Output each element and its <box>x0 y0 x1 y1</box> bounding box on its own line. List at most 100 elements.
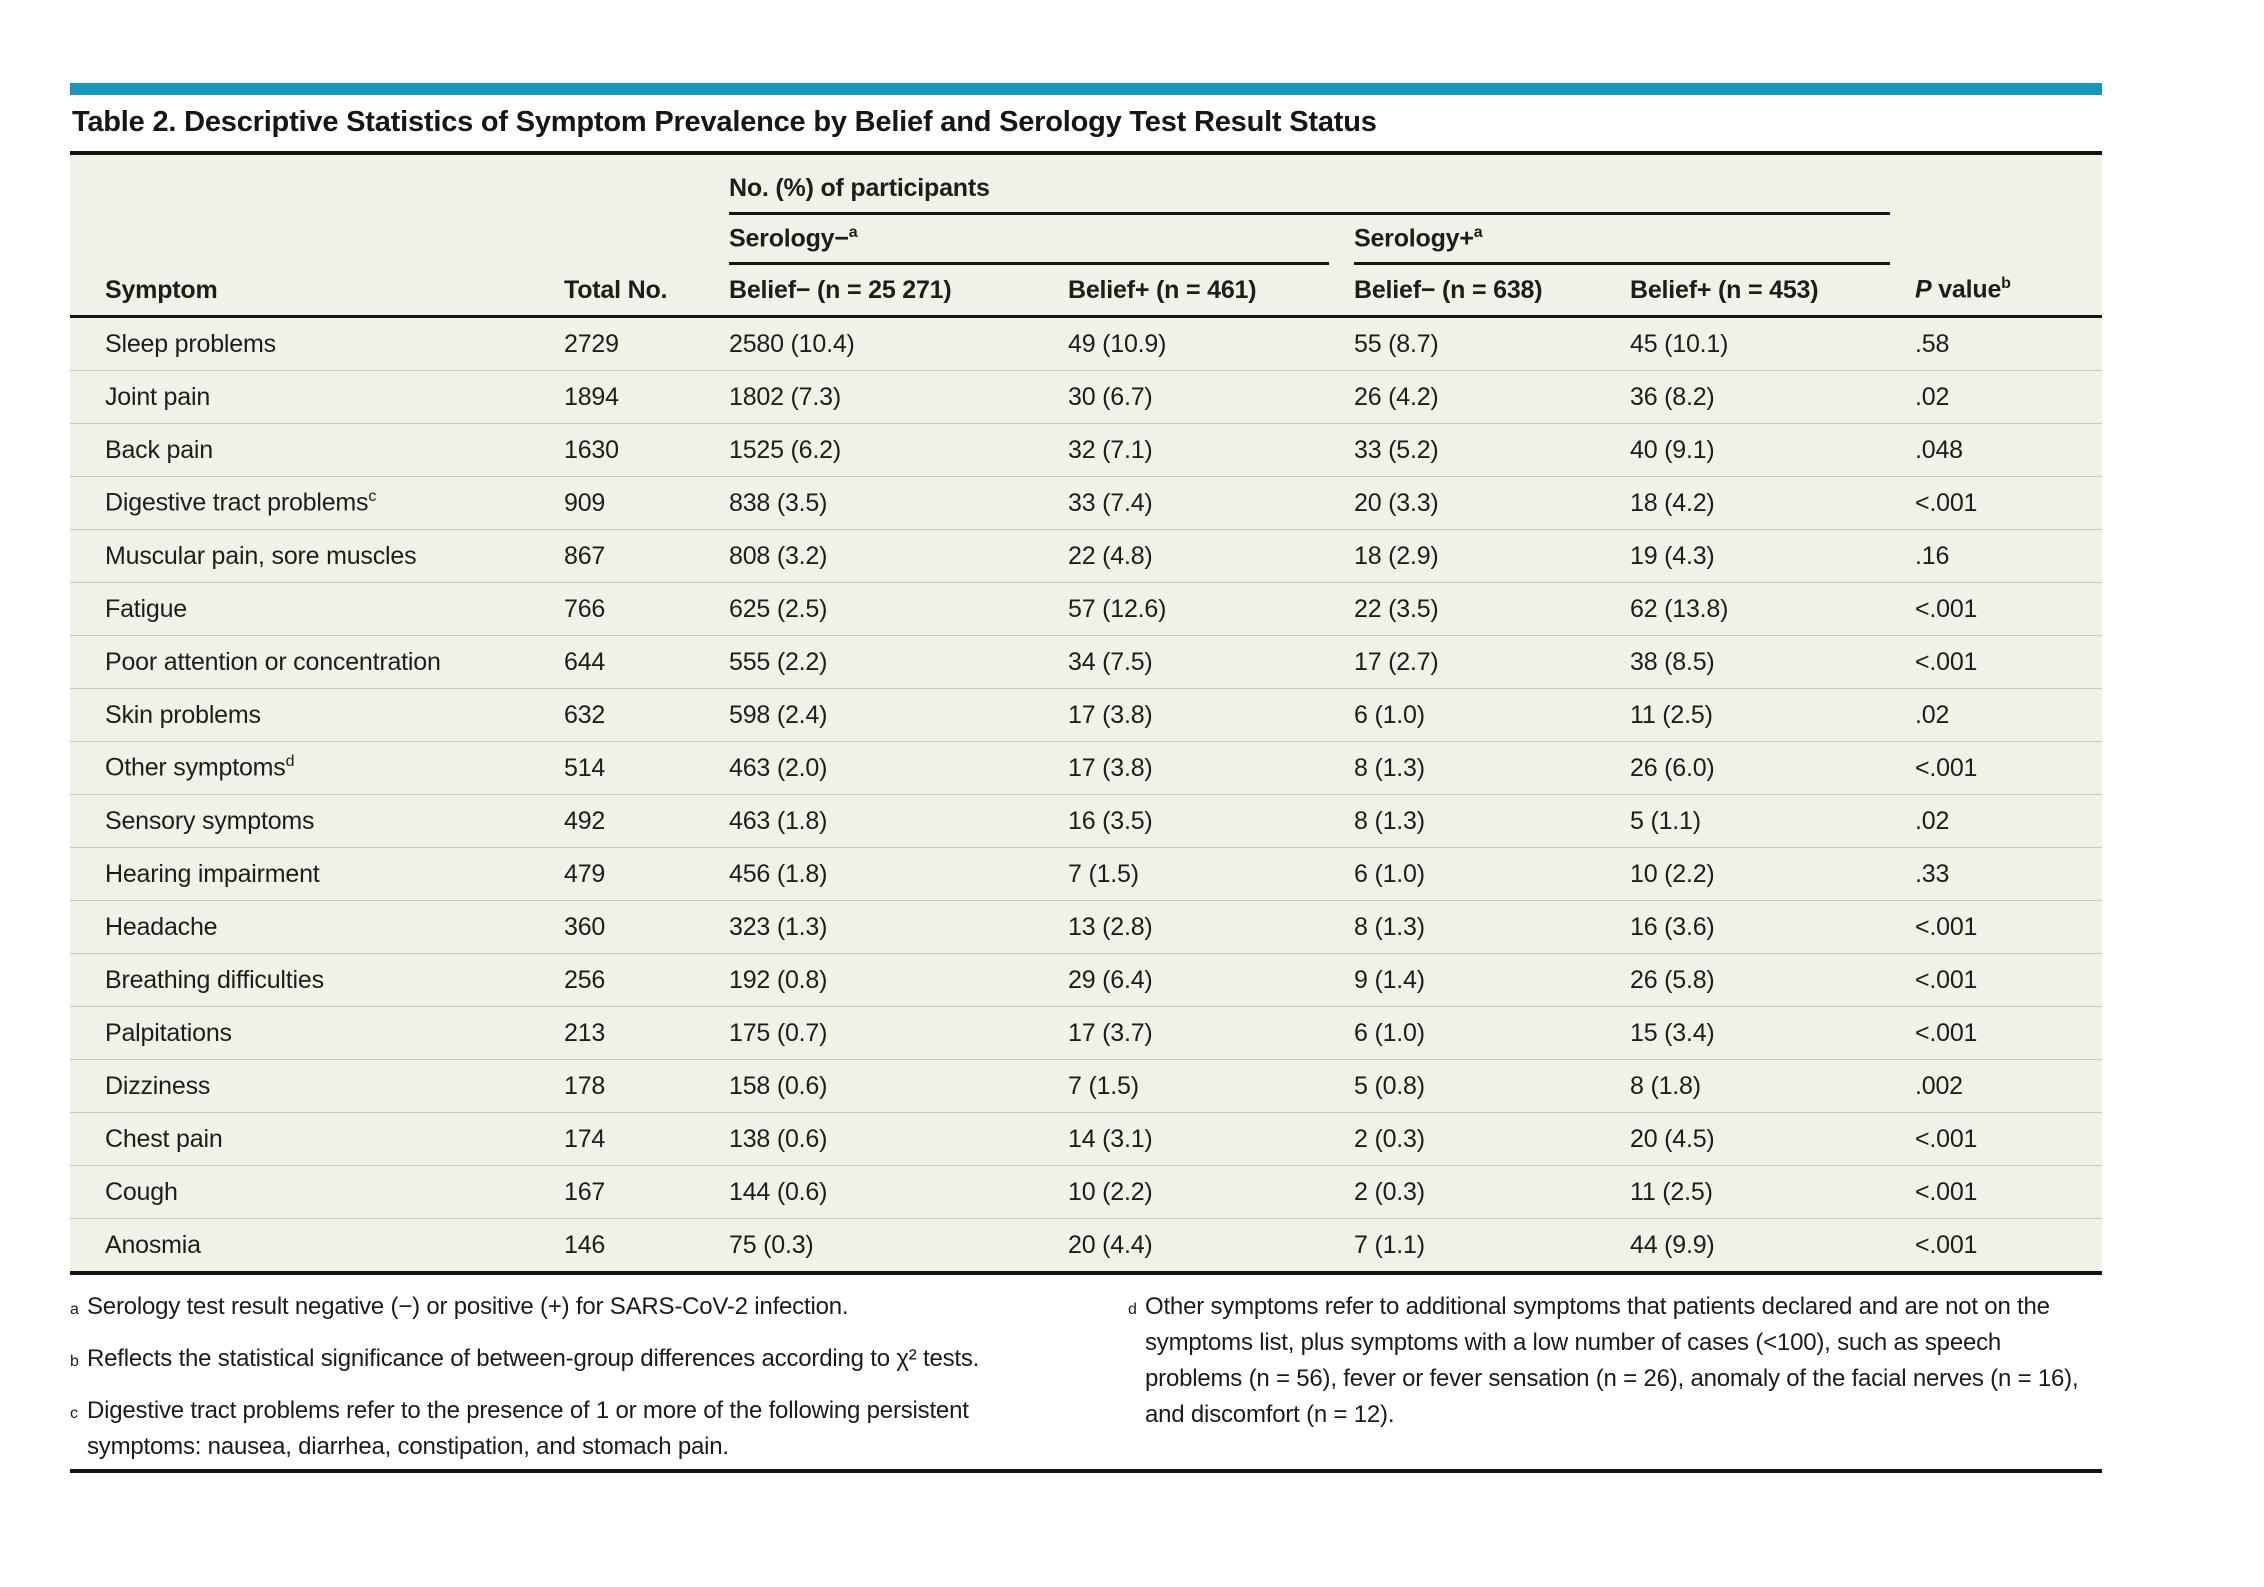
total-column-header: Total No. <box>539 265 704 318</box>
spanner-row: No. (%) of participants <box>70 155 2102 215</box>
footnote-ref-b: b <box>2001 275 2011 293</box>
serology-neg-belief-neg-cell: 144 (0.6) <box>704 1165 1043 1219</box>
table-row: Joint pain 1894 1802 (7.3) 30 (6.7) 26 (4.2)… <box>70 370 2102 424</box>
p-value-cell: .002 <box>1890 1059 2102 1113</box>
table-body: Sleep problems 2729 2580 (10.4) 49 (10.9) 55… <box>70 317 2102 1275</box>
table-row: Cough 167 144 (0.6) 10 (2.2) 2 (0.3) 11 (2.5)… <box>70 1165 2102 1219</box>
serology-neg-belief-neg-cell: 2580 (10.4) <box>729 329 855 358</box>
serology-neg-belief-neg-cell: 175 (0.7) <box>704 1006 1043 1060</box>
total-no-cell: 178 <box>539 1059 704 1113</box>
serology-neg-belief-neg-cell: 463 (1.8) <box>704 794 1043 848</box>
serology-row: Serology−a Serology+a <box>70 215 2102 265</box>
total-no-cell: 256 <box>539 953 704 1007</box>
serology-spacer <box>70 215 704 265</box>
serology-pos-belief-neg-cell: 8 (1.3) <box>1329 900 1605 954</box>
serology-pos-belief-pos-cell: 10 (2.2) <box>1605 847 1890 901</box>
serology-pos-belief-neg-cell: 20 (3.3) <box>1329 476 1605 530</box>
serology-pos-belief-neg-cell: 5 (0.8) <box>1329 1059 1605 1113</box>
p-value-column-header: P valueb <box>1890 265 2102 318</box>
p-value-cell: <.001 <box>1890 1218 2102 1275</box>
serology-pos-belief-pos-cell: 38 (8.5) <box>1605 635 1890 689</box>
serology-neg-belief-neg-cell: 158 (0.6) <box>704 1059 1043 1113</box>
serology-neg-belief-pos-cell: 14 (3.1) <box>1043 1112 1329 1166</box>
serology-negative-spanner: Serology−a <box>704 215 1329 265</box>
serology-pos-belief-pos-cell: 36 (8.2) <box>1605 370 1890 424</box>
serology-pos-belief-neg-cell: 7 (1.1) <box>1329 1218 1605 1275</box>
footnote-ref-a: a <box>1473 223 1483 241</box>
serology-pos-belief-pos-cell: 26 (5.8) <box>1605 953 1890 1007</box>
symptom-cell: Back pain <box>70 423 539 477</box>
p-value-cell: <.001 <box>1890 741 2102 795</box>
serology-neg-belief-neg-cell: 1525 (6.2) <box>704 423 1043 477</box>
table-row: Dizziness 178 158 (0.6) 7 (1.5) 5 (0.8) 8 (1.… <box>70 1059 2102 1113</box>
serology-pos-belief-pos-cell: 8 (1.8) <box>1605 1059 1890 1113</box>
serology-neg-belief-pos-cell: 33 (7.4) <box>1043 476 1329 530</box>
p-value-cell: <.001 <box>1890 900 2102 954</box>
footnote-c: c Digestive tract problems refer to the p… <box>70 1393 1055 1465</box>
serology-neg-belief-pos-cell: 17 (3.8) <box>1043 688 1329 742</box>
serology-pos-belief-pos-cell: 18 (4.2) <box>1605 476 1890 530</box>
serology-spacer-right <box>1890 215 2102 265</box>
serology-pos-belief-pos-cell: 45 (10.1) <box>1630 329 1729 358</box>
serology-neg-belief-pos-cell: 34 (7.5) <box>1043 635 1329 689</box>
participants-spanner: No. (%) of participants <box>704 155 1890 215</box>
serology-pos-belief-pos-cell: 20 (4.5) <box>1605 1112 1890 1166</box>
serology-neg-belief-neg-cell: 838 (3.5) <box>704 476 1043 530</box>
serology-pos-belief-neg-cell: 6 (1.0) <box>1329 1006 1605 1060</box>
symptom-cell: Chest pain <box>70 1112 539 1166</box>
footnotes-left-column: a Serology test result negative (−) or po… <box>70 1289 1055 1465</box>
serology-positive-spanner: Serology+a <box>1329 215 1890 265</box>
serology-neg-belief-pos-cell: 32 (7.1) <box>1043 423 1329 477</box>
footnote-marker: d <box>1128 1301 1137 1318</box>
symptom-cell: Breathing difficulties <box>70 953 539 1007</box>
symptom-cell: Anosmia <box>70 1218 539 1275</box>
serology-pos-belief-pos-cell: 19 (4.3) <box>1605 529 1890 583</box>
serology-neg-belief-neg-cell: 625 (2.5) <box>704 582 1043 636</box>
serology-pos-belief-pos-cell: 62 (13.8) <box>1605 582 1890 636</box>
column-header-row: Symptom Total No. Belief− (n = 25 271) B… <box>70 265 2102 318</box>
serology-neg-belief-pos-cell: 7 (1.5) <box>1043 847 1329 901</box>
serology-neg-belief-pos-cell: 16 (3.5) <box>1043 794 1329 848</box>
table-row: Other symptomsd 514 463 (2.0) 17 (3.8) 8 (1.… <box>70 741 2102 795</box>
symptom-cell: Hearing impairment <box>70 847 539 901</box>
serology-neg-belief-neg-cell: 808 (3.2) <box>704 529 1043 583</box>
spanner-spacer <box>70 155 704 215</box>
table-row: Sleep problems 2729 2580 (10.4) 49 (10.9) 55… <box>70 317 2102 371</box>
serology-pos-belief-neg-cell: 33 (5.2) <box>1329 423 1605 477</box>
table-row: Headache 360 323 (1.3) 13 (2.8) 8 (1.3) 16 (3… <box>70 900 2102 954</box>
serology-pos-belief-neg-cell: 8 (1.3) <box>1329 741 1605 795</box>
symptom-cell: Headache <box>70 900 539 954</box>
serology-pos-belief-neg-header: Belief− (n = 638) <box>1329 265 1605 318</box>
total-no-cell: 867 <box>539 529 704 583</box>
footnotes-section: a Serology test result negative (−) or po… <box>70 1289 2102 1465</box>
serology-neg-belief-neg-header: Belief− (n = 25 271) <box>704 265 1043 318</box>
total-no-cell: 766 <box>539 582 704 636</box>
table-row: Back pain 1630 1525 (6.2) 32 (7.1) 33 (5.2) 4… <box>70 423 2102 477</box>
serology-neg-belief-neg-cell: 555 (2.2) <box>704 635 1043 689</box>
symptom-cell: Sensory symptoms <box>70 794 539 848</box>
p-value-cell: .16 <box>1890 529 2102 583</box>
serology-neg-belief-pos-cell: 17 (3.7) <box>1043 1006 1329 1060</box>
serology-pos-belief-neg-cell: 2 (0.3) <box>1329 1112 1605 1166</box>
footnote-text: Reflects the statistical significance of… <box>87 1345 980 1372</box>
total-no-cell: 167 <box>539 1165 704 1219</box>
table-figure: Table 2. Descriptive Statistics of Sympt… <box>70 83 2102 1473</box>
p-value-cell: <.001 <box>1890 1165 2102 1219</box>
serology-neg-belief-pos-cell: 17 (3.8) <box>1043 741 1329 795</box>
symptom-cell: Sleep problems <box>105 329 276 358</box>
p-value-cell: .02 <box>1890 688 2102 742</box>
p-value-cell: <.001 <box>1890 582 2102 636</box>
serology-neg-belief-pos-cell: 30 (6.7) <box>1043 370 1329 424</box>
serology-pos-belief-neg-cell: 6 (1.0) <box>1329 847 1605 901</box>
serology-pos-belief-pos-cell: 44 (9.9) <box>1605 1218 1890 1275</box>
p-value-cell: <.001 <box>1890 1112 2102 1166</box>
total-no-cell: 360 <box>539 900 704 954</box>
serology-positive-label: Serology+ <box>1354 224 1474 252</box>
p-value-rest: value <box>1931 275 2002 304</box>
serology-pos-belief-pos-cell: 5 (1.1) <box>1605 794 1890 848</box>
serology-neg-belief-neg-cell: 323 (1.3) <box>704 900 1043 954</box>
symptom-cell: Joint pain <box>70 370 539 424</box>
serology-neg-belief-pos-cell: 57 (12.6) <box>1043 582 1329 636</box>
serology-neg-belief-pos-cell: 29 (6.4) <box>1043 953 1329 1007</box>
table-row: Digestive tract problemsc 909 838 (3.5) 33 … <box>70 476 2102 530</box>
